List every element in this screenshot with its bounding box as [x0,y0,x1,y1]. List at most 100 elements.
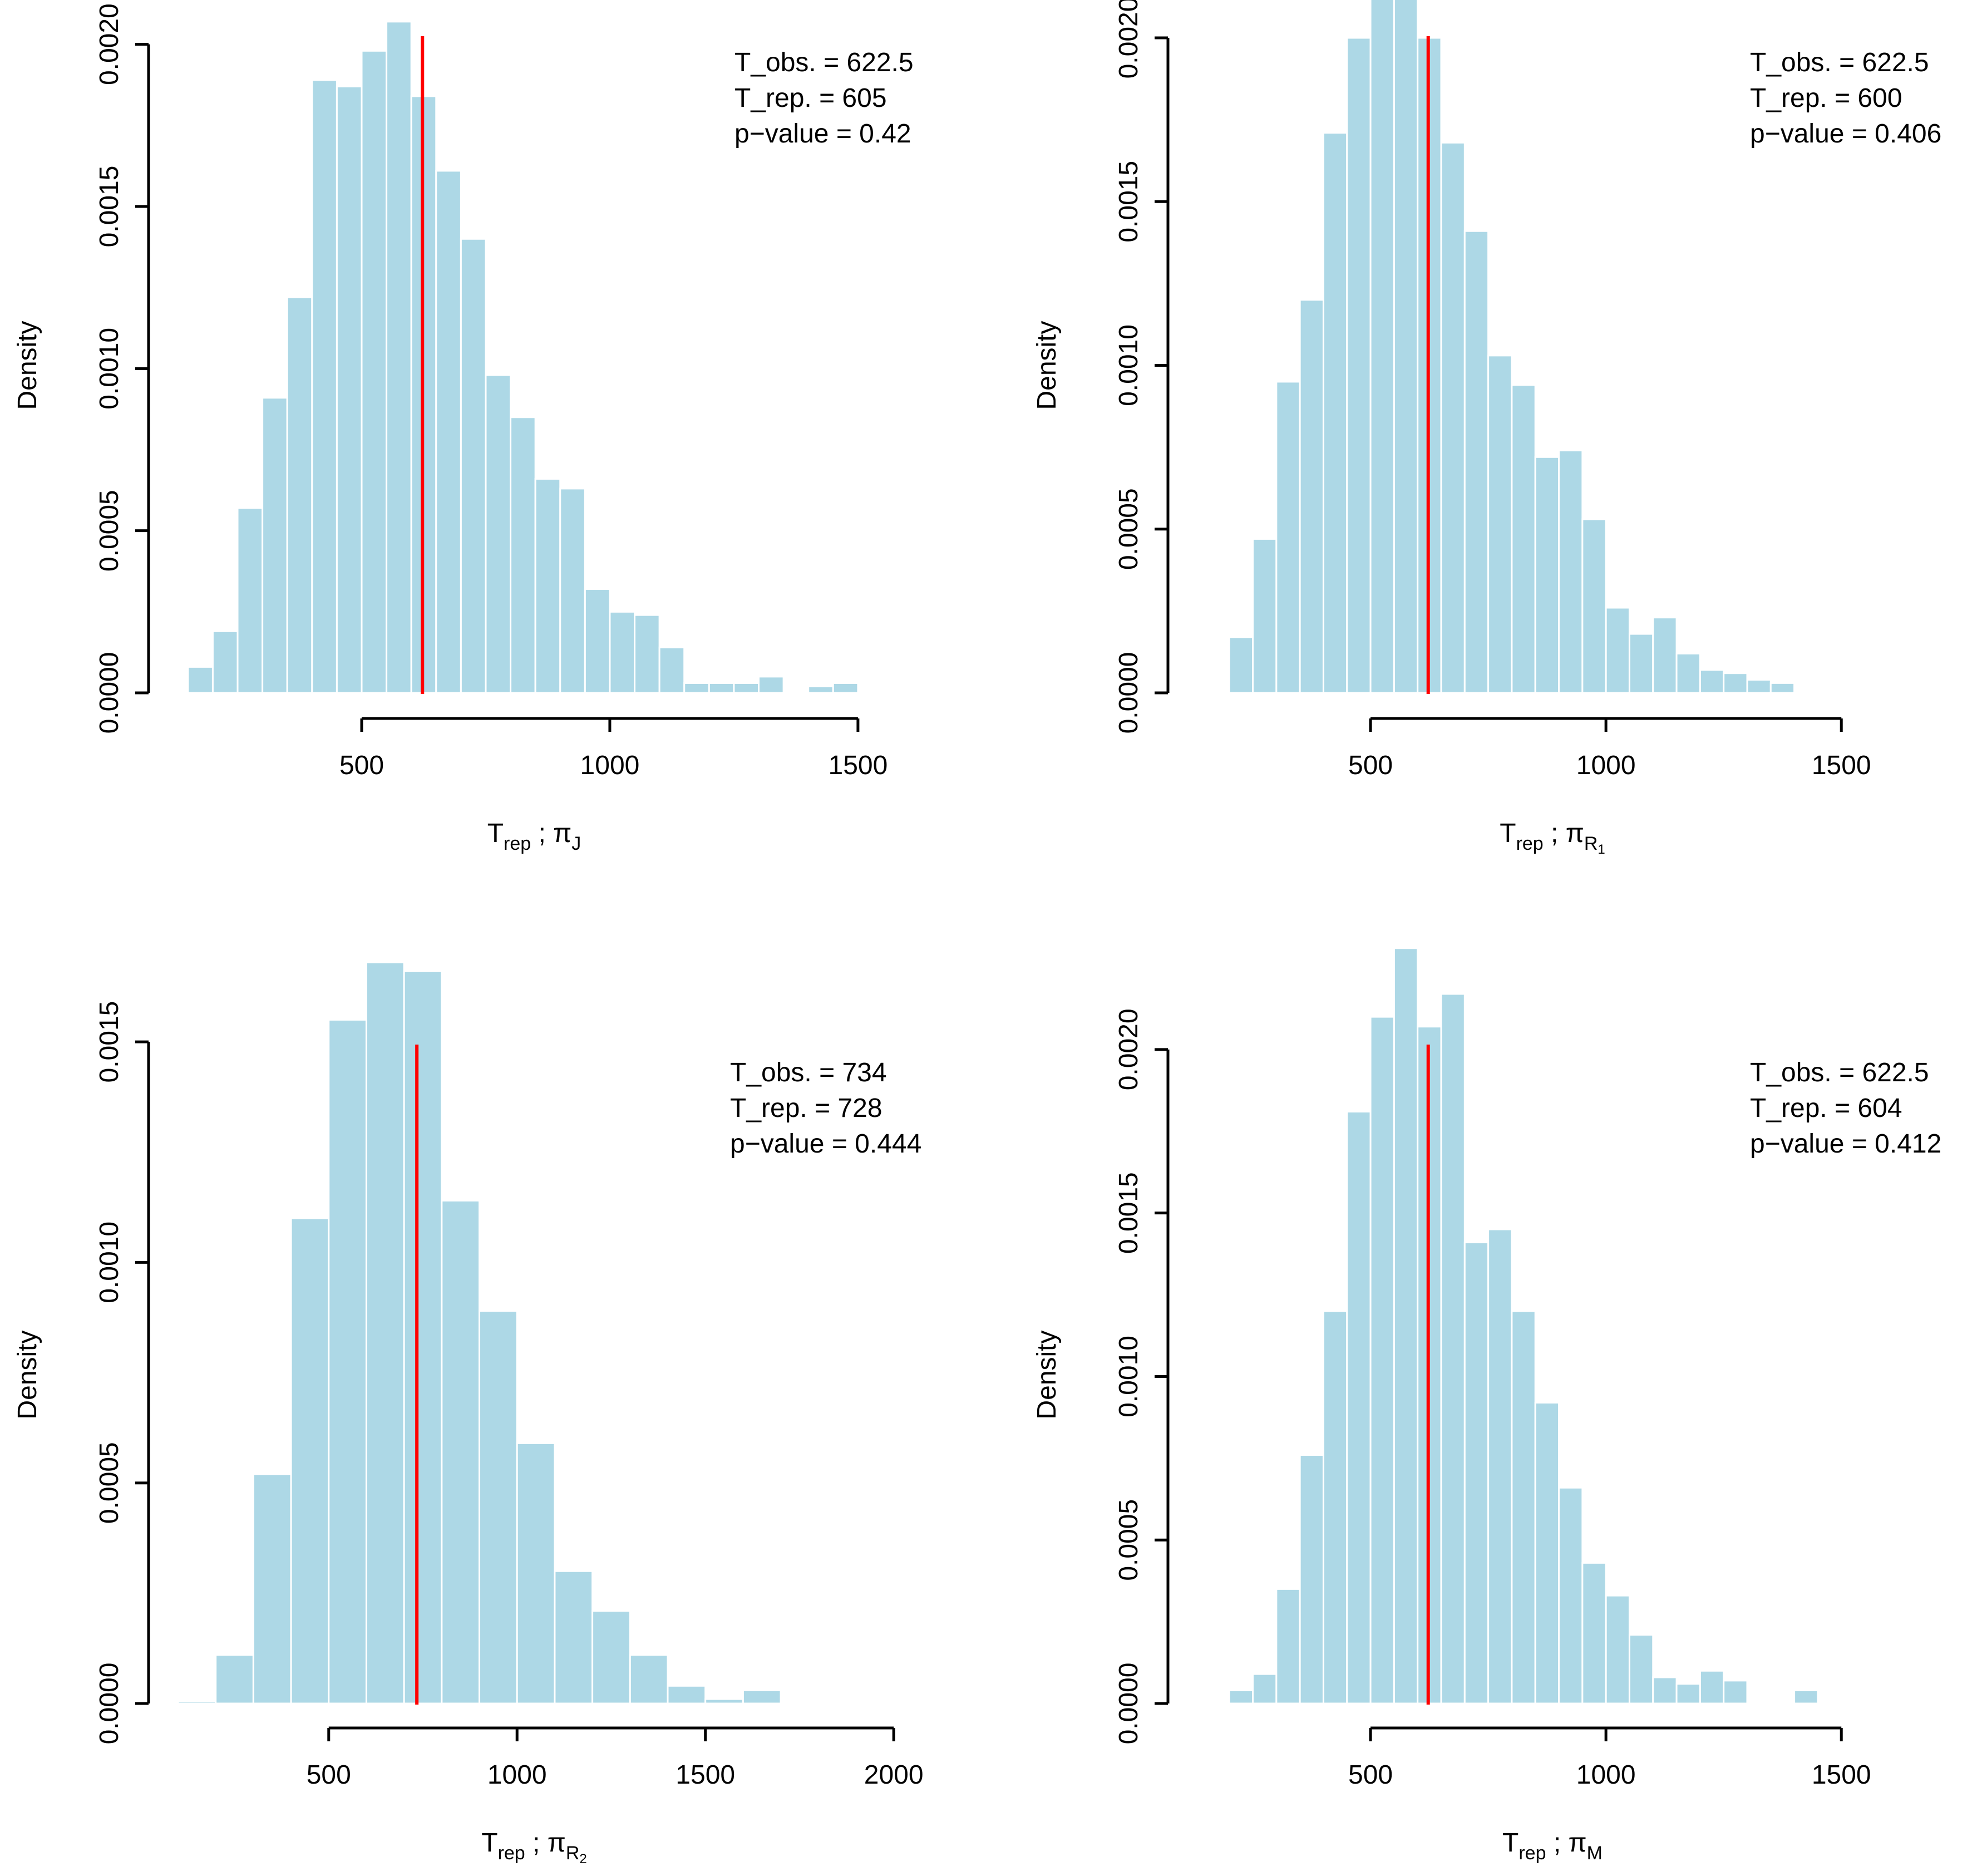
x-title-pi-symbol: π [1566,819,1584,848]
histogram-bar [1275,381,1301,694]
x-tick-label: 2000 [864,1760,924,1790]
histogram-bar [1628,633,1654,694]
x-axis-title: Trep ; πJ [487,819,581,854]
histogram-bar [1511,1310,1536,1705]
y-tick-label: 0.0005 [95,1442,124,1524]
y-tick-label: 0.0005 [95,490,124,572]
y-axis-title: Density [1032,321,1062,410]
histogram-panel-1: 500 1000 1500 0.0000 0.0005 0.0010 0.0015 0.002… [13,3,914,854]
histogram-bar [1534,456,1560,694]
y-tick-label: 0.0020 [1114,1008,1143,1090]
histogram-bar [441,1199,481,1705]
histogram-bar [1534,1401,1560,1705]
y-tick-label: 0.0010 [1114,324,1143,406]
x-title-main: T [481,1828,497,1858]
histogram-bar [1558,1486,1584,1705]
x-title-separator: ; [525,1828,548,1858]
histogram-panel-3: 500 1000 1500 2000 0.0000 0.0005 0.0010 0.0015 D… [13,961,924,1867]
x-axis-title: Trep ; πM [1502,1828,1603,1864]
histogram-bar [1205,690,1230,694]
annotation-line: p−value = 0.42 [734,119,911,149]
histogram-bar [1252,538,1278,694]
x-title-pi-subsubscript: 2 [579,1852,586,1867]
histogram-bar [386,21,412,694]
x-tick-label: 500 [1348,1760,1393,1790]
histogram-bar [1723,672,1748,694]
histogram-bar [1440,141,1466,694]
x-axis: 500 1000 1500 [339,717,888,780]
histogram-bar [215,1654,254,1705]
y-axis: 0.0000 0.0005 0.0010 0.0015 0.0020 [1114,0,1170,734]
histogram-bar [1346,37,1372,694]
histogram-bar [1322,132,1348,694]
histogram-bar [403,970,443,1705]
y-tick-label: 0.0010 [1114,1336,1143,1417]
histogram-bar [252,1473,292,1705]
histogram-bar [187,666,214,694]
x-axis-title: Trep ; πR2 [481,1828,587,1867]
annotation-line: p−value = 0.412 [1750,1129,1941,1159]
histogram-bar [1228,636,1254,694]
histogram-bar [658,646,686,694]
histogram-bar [1393,0,1419,694]
histogram-panel-4: 500 1000 1500 0.0000 0.0005 0.0010 0.0015 0.002… [1032,947,1960,1864]
x-title-pi-subscript: M [1587,1843,1603,1864]
histogram-bars [187,21,909,694]
histogram-bar [1487,1228,1513,1705]
annotation-line: T_rep. = 605 [734,83,887,113]
x-axis-title: Trep ; πR1 [1500,819,1605,857]
histogram-bar [1205,1701,1230,1705]
x-title-main-subscript: rep [498,1843,525,1864]
histogram-bar [1746,678,1772,694]
histogram-bar [262,397,288,694]
y-tick-label: 0.0000 [1114,1663,1143,1745]
histogram-bar [559,488,586,694]
histogram-bar [1628,1634,1654,1705]
x-title-main: T [1500,819,1516,848]
histogram-bar [733,682,760,694]
x-tick-label: 1500 [1812,751,1871,780]
histogram-bar [634,614,660,694]
annotation-line: p−value = 0.444 [730,1129,921,1159]
x-tick-label: 1000 [487,1760,547,1790]
histogram-bar [609,610,636,694]
x-title-pi-subscript: J [571,833,581,854]
histogram-bar [1699,669,1725,694]
y-axis: 0.0000 0.0005 0.0010 0.0015 [95,1001,150,1744]
y-axis-title: Density [13,321,42,410]
histogram-bar [704,1698,744,1705]
x-title-pi-subscript: R [1584,833,1598,854]
histogram-bar [881,690,909,694]
x-title-separator: ; [1544,819,1566,848]
histogram-bar [1581,518,1607,694]
histogram-bar [1511,384,1536,694]
y-tick-label: 0.0010 [95,1222,124,1303]
x-title-pi-symbol: π [553,819,571,848]
histogram-bar [311,79,338,694]
histogram-bar [758,676,785,694]
histogram-bar [554,1570,594,1705]
y-tick-label: 0.0000 [1114,652,1143,734]
histogram-bar [1605,607,1630,694]
histogram-bar [1463,1242,1490,1705]
x-title-pi-symbol: π [1569,1828,1587,1858]
histogram-bar [510,416,536,694]
histogram-bar [177,1700,217,1705]
annotation-line: T_obs. = 622.5 [1750,1058,1929,1087]
x-title-pi-subscript: R [566,1843,580,1864]
x-axis: 500 1000 1500 [1348,717,1871,780]
histogram-bar [667,1685,707,1705]
histogram-bar [1346,1111,1372,1705]
histogram-bar [1299,1454,1324,1705]
histogram-panel-2: 500 1000 1500 0.0000 0.0005 0.0010 0.0015 0.002… [1032,0,1960,857]
histogram-bar [683,682,710,694]
histogram-bar [708,682,735,694]
y-tick-label: 0.0015 [95,1001,124,1083]
histogram-bar [1652,617,1678,694]
y-tick-label: 0.0020 [1114,0,1143,78]
histogram-bar [1675,1683,1701,1705]
histogram-bar [211,630,239,694]
histogram-bar [1581,1562,1607,1705]
histogram-bar [584,588,611,694]
